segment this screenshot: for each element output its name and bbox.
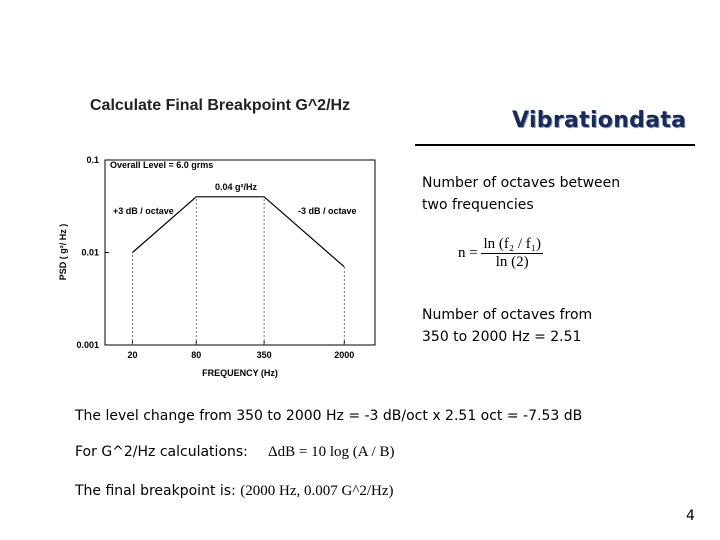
rule <box>415 144 695 146</box>
annotation: Overall Level = 6.0 grms <box>110 160 213 170</box>
brand: Vibrationdata <box>512 108 687 133</box>
y-tick-label: 0.01 <box>81 248 99 258</box>
x-axis-label: FREQUENCY (Hz) <box>202 368 278 378</box>
calc-label: For G^2/Hz calculations: <box>75 444 248 460</box>
text-line: 350 to 2000 Hz = 2.51 <box>422 329 582 345</box>
x-tick-label: 350 <box>257 350 272 360</box>
x-tick-label: 2000 <box>334 350 354 360</box>
text-line: Number of octaves from <box>422 307 593 323</box>
x-tick-label: 20 <box>127 350 137 360</box>
level-change: The level change from 350 to 2000 Hz = -… <box>75 408 583 424</box>
annotation: -3 dB / octave <box>298 206 357 216</box>
final-value: (2000 Hz, 0.007 G^2/Hz) <box>240 483 394 499</box>
y-tick-label: 0.001 <box>76 340 99 350</box>
denominator: ln (2) <box>495 254 529 270</box>
calc-formula: ΔdB = 10 log (A / B) <box>268 444 395 460</box>
numerator: ln (f₂ / f₁) <box>481 236 543 254</box>
octaves-heading: Number of octaves between two frequencie… <box>422 172 620 216</box>
text-line: two frequencies <box>422 197 534 213</box>
formula-lhs: n = <box>458 244 478 261</box>
annotation: 0.04 g²/Hz <box>215 182 258 192</box>
annotation: +3 dB / octave <box>113 206 174 216</box>
fraction: ln (f₂ / f₁) ln (2) <box>481 236 543 271</box>
final-label: The final breakpoint is: <box>75 483 236 499</box>
octaves-result: Number of octaves from 350 to 2000 Hz = … <box>422 304 592 348</box>
slide-title: Calculate Final Breakpoint G^2/Hz <box>90 97 351 114</box>
chart: Overall Level = 6.0 grms 0.04 g²/Hz +3 d… <box>58 155 376 378</box>
final-breakpoint: The final breakpoint is: (2000 Hz, 0.007… <box>75 480 394 502</box>
y-axis-label: PSD ( g²/ Hz ) <box>58 224 68 281</box>
page-number: 4 <box>686 508 695 524</box>
octave-formula: n = ln (f₂ / f₁) ln (2) <box>458 236 543 271</box>
y-tick-label: 0.1 <box>86 155 99 165</box>
x-tick-label: 80 <box>191 350 201 360</box>
text-line: Number of octaves between <box>422 175 621 191</box>
psd-line <box>132 196 345 268</box>
